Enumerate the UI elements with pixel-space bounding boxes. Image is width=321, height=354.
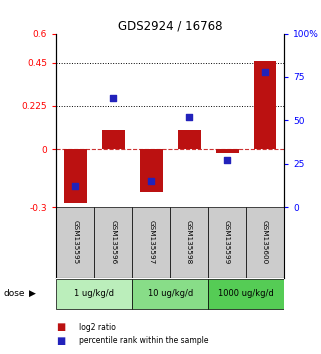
Bar — [56, 279, 132, 309]
Point — [187, 114, 192, 120]
Text: ■: ■ — [56, 322, 65, 332]
Bar — [102, 130, 125, 149]
Point — [149, 178, 154, 184]
Bar — [216, 149, 239, 153]
Text: GSM135596: GSM135596 — [110, 220, 116, 265]
Point — [263, 69, 268, 75]
Bar — [140, 149, 162, 192]
Bar — [208, 279, 284, 309]
Text: 1 ug/kg/d: 1 ug/kg/d — [74, 289, 114, 298]
Point — [224, 158, 230, 163]
Bar — [132, 207, 170, 278]
Bar — [64, 149, 87, 203]
Bar — [178, 130, 201, 149]
Point — [73, 183, 78, 189]
Text: ▶: ▶ — [29, 289, 36, 298]
Text: GSM135598: GSM135598 — [186, 220, 192, 265]
Bar — [170, 207, 208, 278]
Bar — [246, 207, 284, 278]
Text: ■: ■ — [56, 336, 65, 346]
Bar — [208, 207, 246, 278]
Bar — [132, 279, 208, 309]
Text: 10 ug/kg/d: 10 ug/kg/d — [148, 289, 193, 298]
Bar — [56, 207, 94, 278]
Title: GDS2924 / 16768: GDS2924 / 16768 — [118, 19, 222, 33]
Bar — [94, 207, 132, 278]
Text: dose: dose — [3, 289, 25, 298]
Text: 1000 ug/kg/d: 1000 ug/kg/d — [218, 289, 274, 298]
Point — [110, 95, 116, 101]
Text: GSM135595: GSM135595 — [72, 220, 78, 265]
Text: GSM135600: GSM135600 — [262, 220, 268, 265]
Bar — [254, 61, 276, 149]
Text: log2 ratio: log2 ratio — [79, 323, 116, 332]
Text: GSM135599: GSM135599 — [224, 220, 230, 265]
Text: GSM135597: GSM135597 — [148, 220, 154, 265]
Text: percentile rank within the sample: percentile rank within the sample — [79, 336, 208, 345]
